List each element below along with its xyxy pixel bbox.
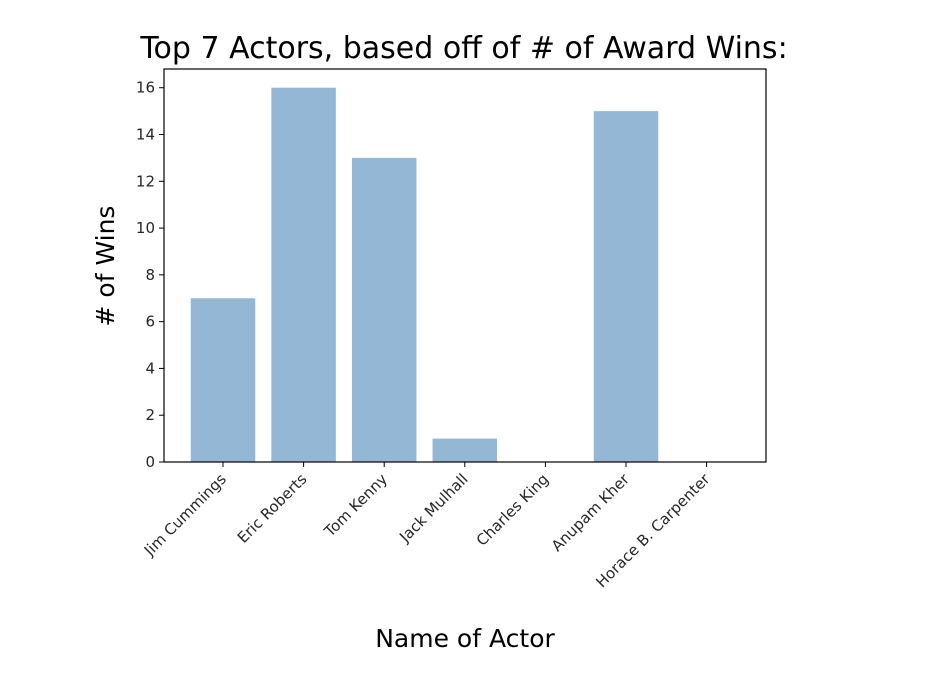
y-tick-label: 6 <box>145 313 155 331</box>
y-tick-label: 16 <box>136 79 155 97</box>
chart-title: Top 7 Actors, based off of # of Award Wi… <box>139 31 787 66</box>
bar-eric-roberts <box>271 87 336 462</box>
y-tick-label: 14 <box>136 126 155 144</box>
y-axis-label: # of Wins <box>91 206 120 327</box>
bar-jim-cummings <box>190 298 256 462</box>
x-tick-label: Tom Kenny <box>320 470 391 541</box>
y-tick-label: 0 <box>145 453 155 471</box>
y-tick-label: 8 <box>145 266 155 284</box>
bar-anupam-kher <box>593 111 659 462</box>
x-tick-label: Anupam Kher <box>548 470 634 556</box>
x-tick-label: Jack Mulhall <box>395 470 471 546</box>
y-tick-label: 4 <box>145 359 155 377</box>
bars-layer <box>190 87 659 462</box>
x-axis-ticks: Jim Cummings Eric Roberts Tom Kenny Jack Mu… <box>140 462 714 591</box>
y-tick-label: 2 <box>145 406 155 424</box>
x-tick-label: Charles King <box>473 470 552 549</box>
x-axis-label: Name of Actor <box>375 624 555 653</box>
y-tick-label: 10 <box>136 219 155 237</box>
y-axis-ticks: 0 2 4 6 8 10 12 14 16 <box>136 79 164 471</box>
x-tick-label: Eric Roberts <box>234 470 311 547</box>
bar-tom-kenny <box>351 157 417 462</box>
x-tick-label: Jim Cummings <box>140 470 230 560</box>
bar-jack-mulhall <box>432 438 498 462</box>
plot-area-frame <box>163 68 767 463</box>
y-tick-label: 12 <box>136 172 155 190</box>
